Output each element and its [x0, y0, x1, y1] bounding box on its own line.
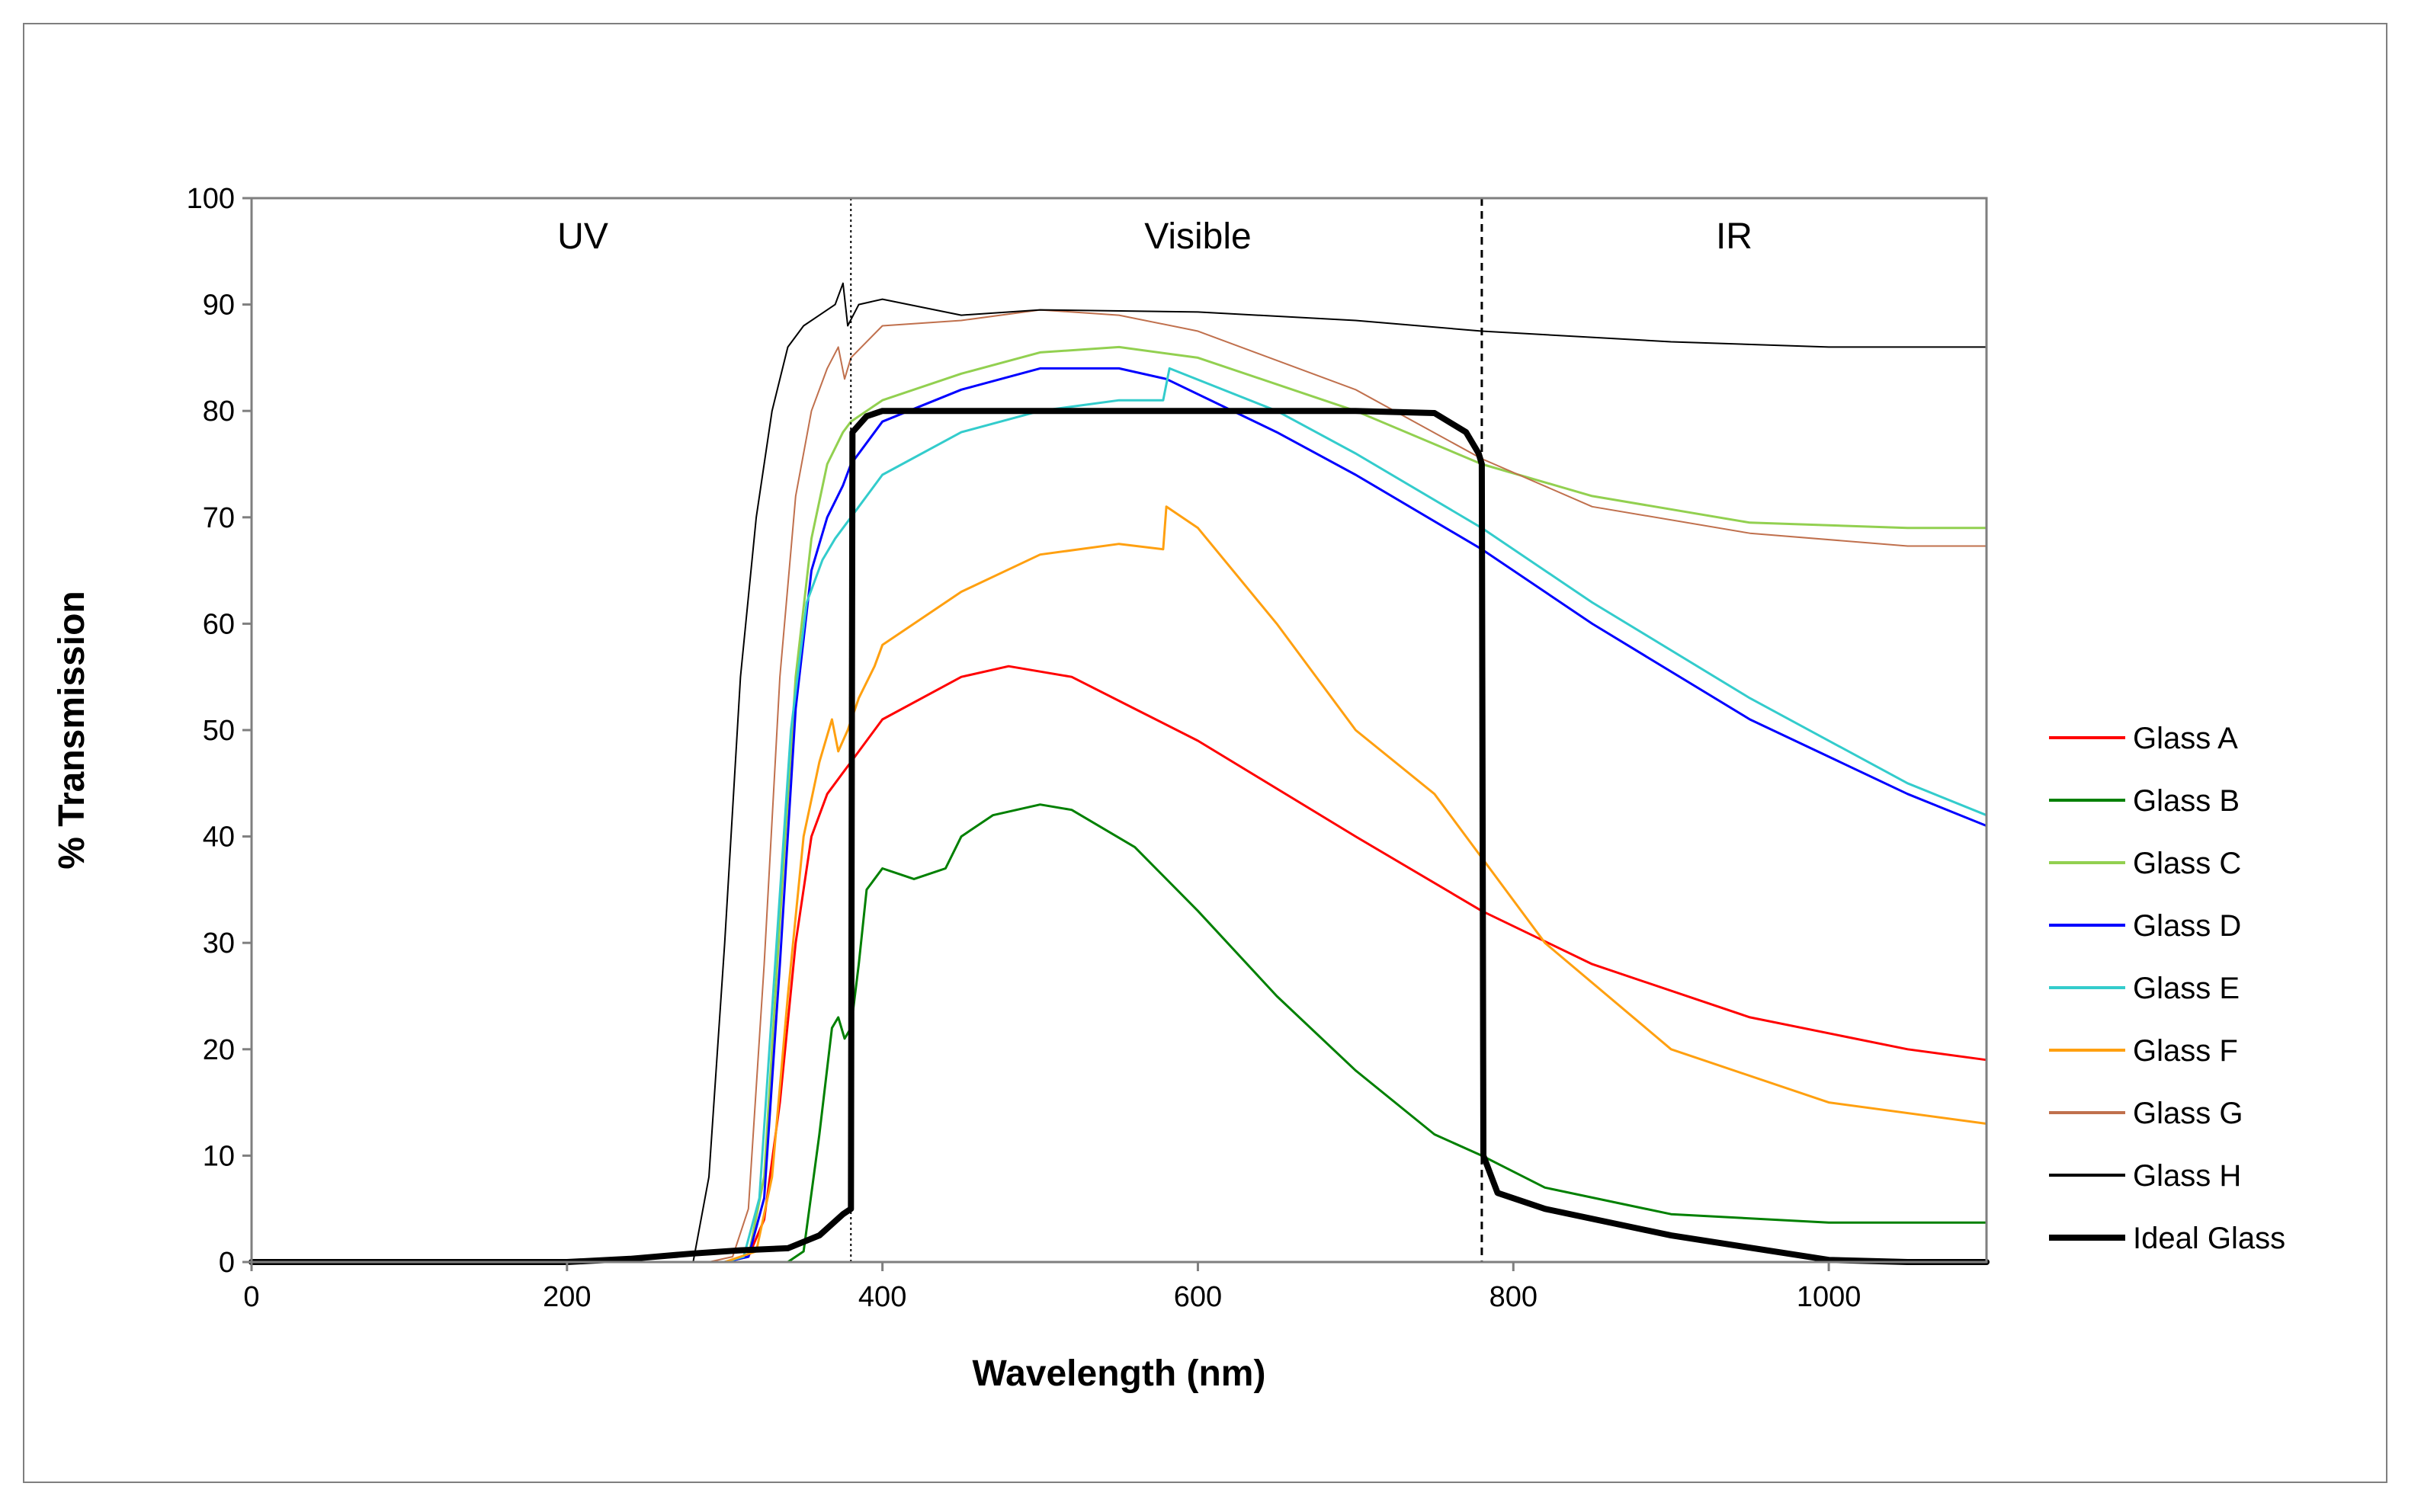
- legend-label-ideal-glass: Ideal Glass: [2133, 1222, 2285, 1255]
- x-tick-label: 200: [543, 1281, 591, 1313]
- y-tick-label: 50: [203, 715, 235, 747]
- legend-label-glass-a: Glass A: [2133, 722, 2238, 755]
- x-tick-label: 400: [858, 1281, 906, 1313]
- region-label-ir: IR: [1716, 216, 1752, 257]
- x-tick-label: 800: [1489, 1281, 1538, 1313]
- series-line-glass-h: [251, 282, 1987, 1263]
- series-line-glass-g: [251, 309, 1987, 1263]
- y-tick-label: 10: [203, 1140, 235, 1172]
- legend-label-glass-b: Glass B: [2133, 784, 2240, 818]
- y-tick-label: 100: [187, 183, 235, 215]
- legend-label-glass-f: Glass F: [2133, 1034, 2238, 1068]
- y-tick-label: 60: [203, 608, 235, 640]
- y-axis-title: % Transmission: [52, 591, 92, 869]
- series-line-glass-d: [250, 367, 1988, 1264]
- y-tick-label: 70: [203, 502, 235, 534]
- chart-frame: 0 10 20 30 40 50 60 70 80 90 100 0 200 400 600 800 1000 …: [23, 23, 2387, 1483]
- legend-label-glass-h: Glass H: [2133, 1159, 2241, 1193]
- series-line-glass-e: [250, 367, 1988, 1264]
- region-label-uv: UV: [557, 216, 608, 257]
- y-tick-label: 80: [203, 396, 235, 428]
- plot-area-border: [250, 197, 1988, 1264]
- region-label-layer: UV Visible IR: [557, 216, 1752, 257]
- series-line-glass-b: [250, 803, 1988, 1264]
- legend-label-glass-e: Glass E: [2133, 972, 2240, 1005]
- x-tick-label: 0: [243, 1281, 259, 1313]
- y-tick-label: 40: [203, 822, 235, 854]
- y-tick-label: 20: [203, 1034, 235, 1066]
- series-layer: [249, 282, 1990, 1265]
- series-line-glass-c: [250, 345, 1988, 1264]
- x-tick-label: 1000: [1797, 1281, 1861, 1313]
- y-tick-label: 90: [203, 290, 235, 322]
- y-tick-label: 0: [219, 1247, 235, 1279]
- legend: Glass A Glass B Glass C Glass D Glass E Glass…: [2049, 722, 2285, 1255]
- legend-label-glass-c: Glass C: [2133, 847, 2241, 880]
- region-label-visible: Visible: [1144, 216, 1252, 257]
- series-line-glass-f: [250, 505, 1988, 1264]
- y-tick-label: 30: [203, 927, 235, 959]
- divider-layer: [850, 198, 1483, 1262]
- series-line-glass-a: [250, 665, 1988, 1264]
- legend-label-glass-d: Glass D: [2133, 909, 2241, 943]
- legend-label-glass-g: Glass G: [2133, 1097, 2243, 1130]
- x-axis-title: Wavelength (nm): [973, 1353, 1266, 1394]
- x-tick-label: 600: [1174, 1281, 1222, 1313]
- series-line-ideal-glass: [249, 408, 1990, 1265]
